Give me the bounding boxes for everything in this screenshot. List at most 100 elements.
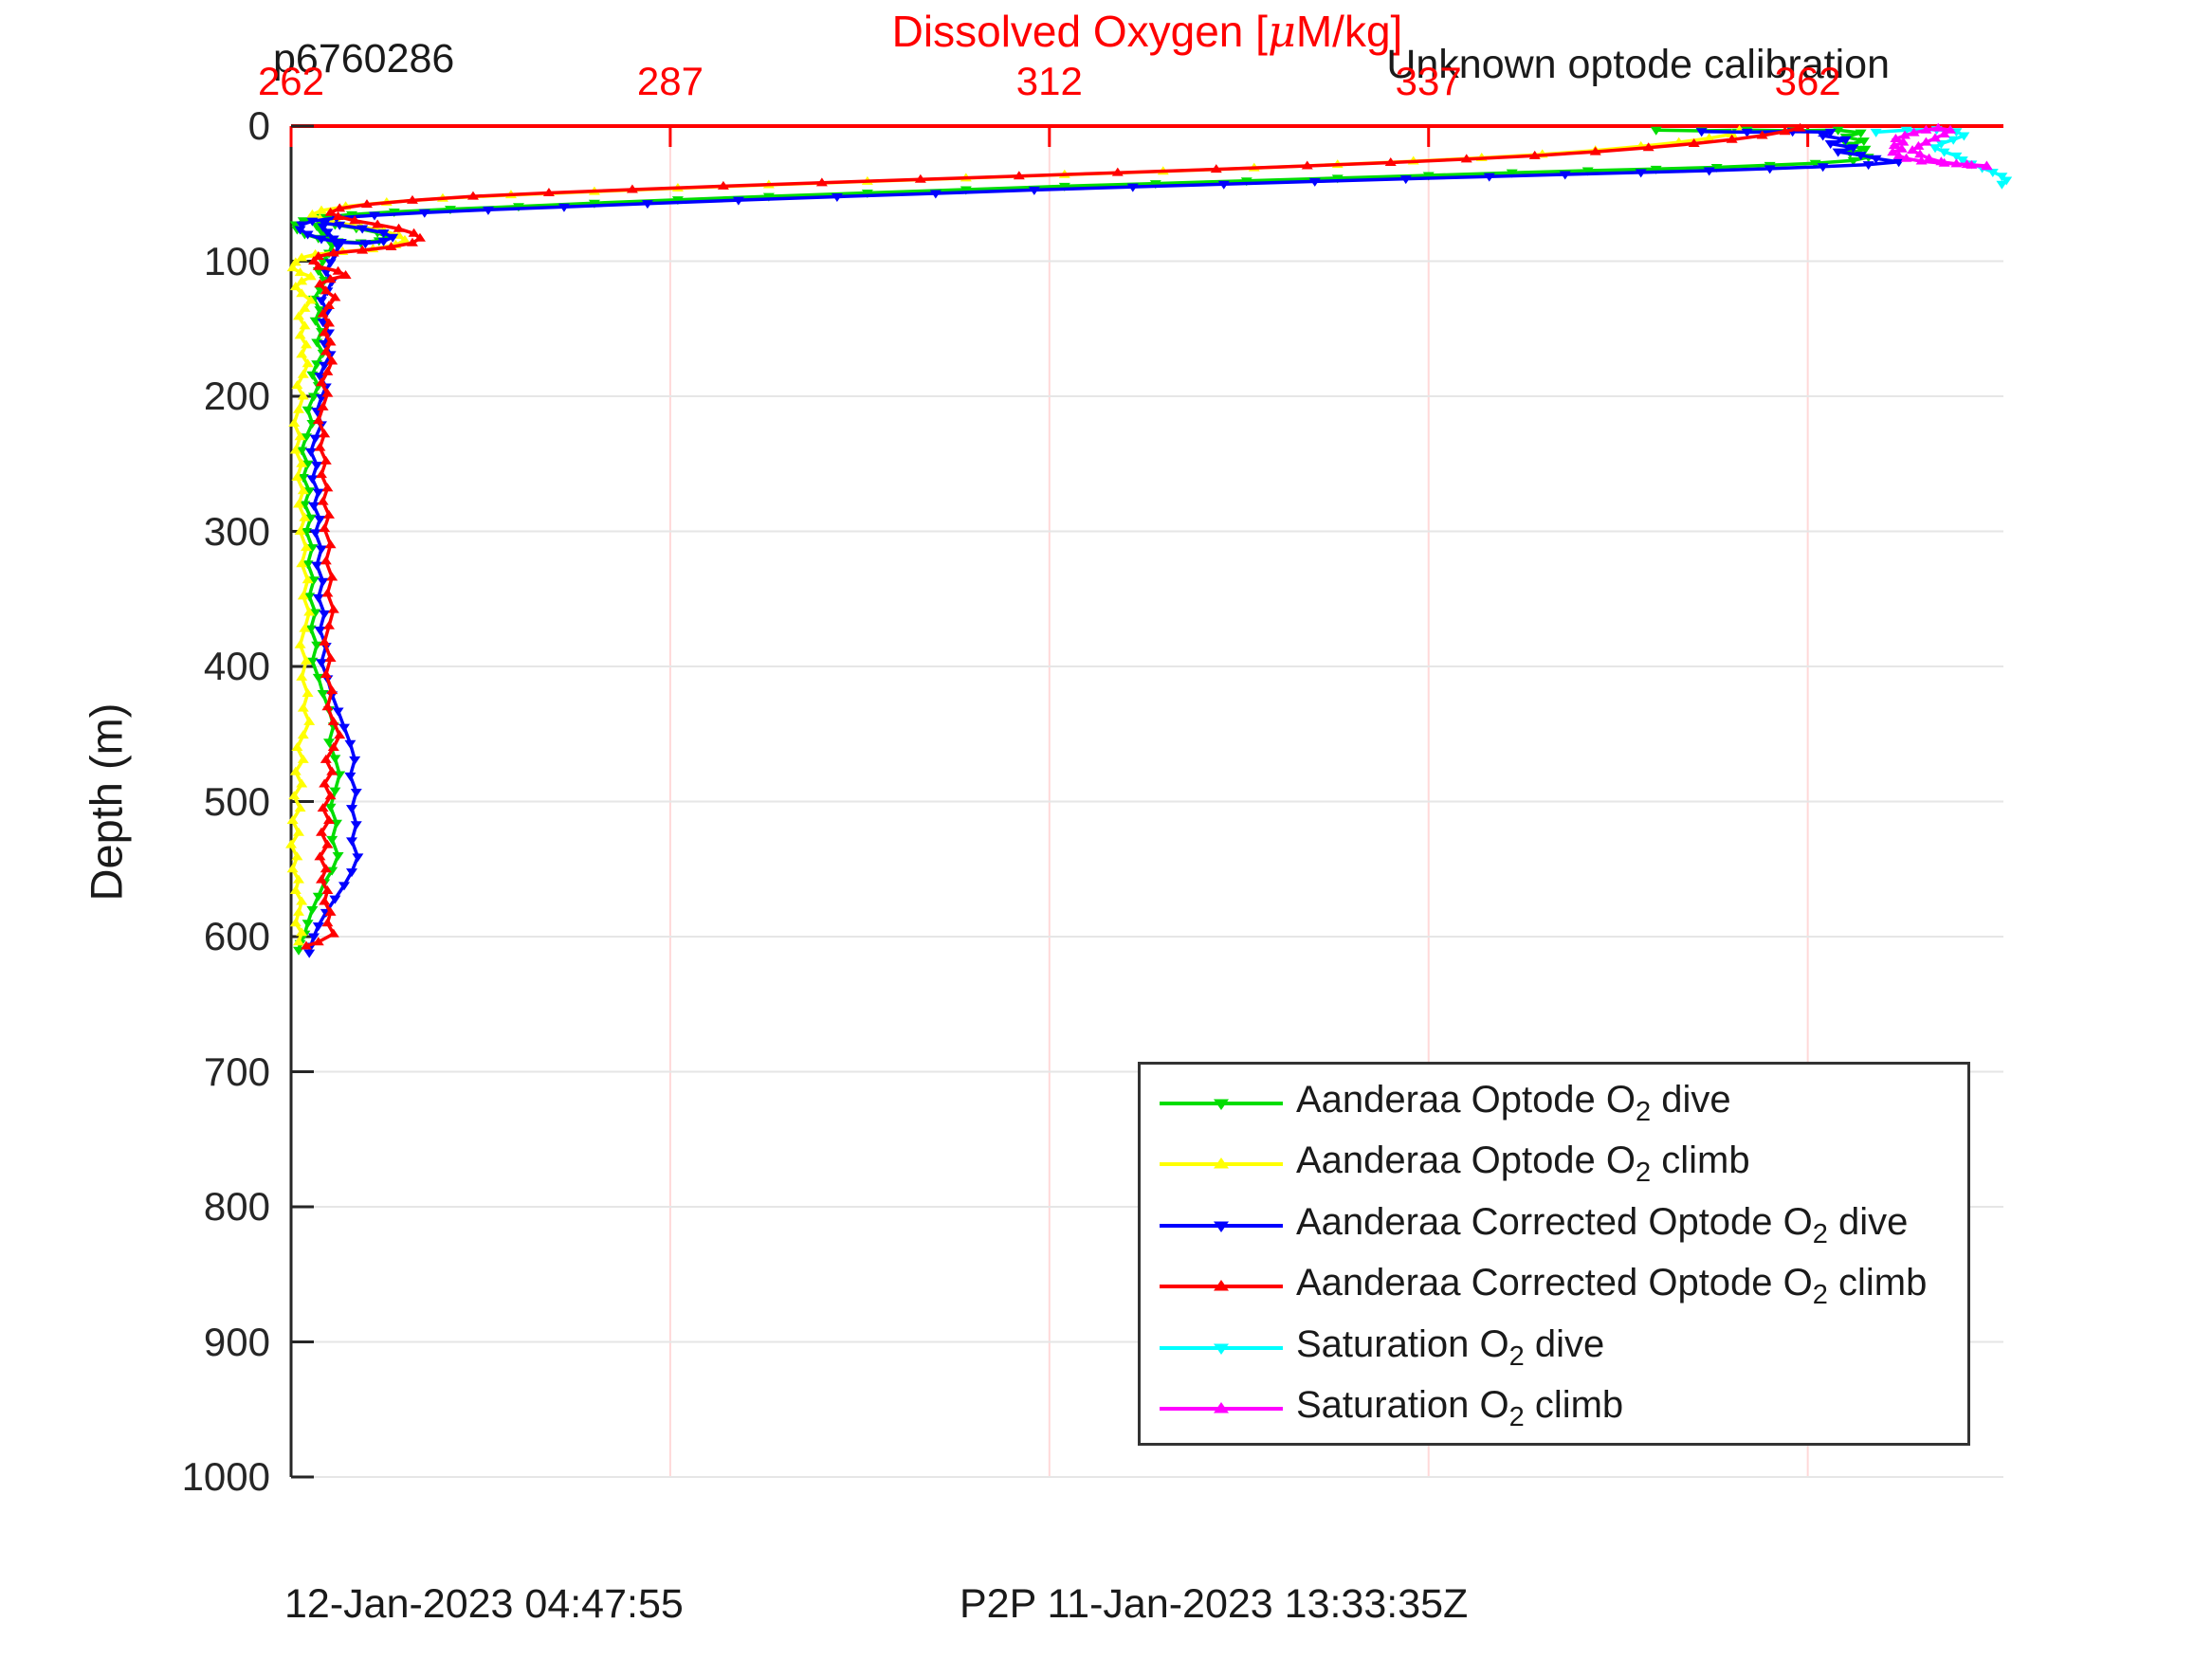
- aanderaa-optode-o2-climb-marker: [304, 295, 317, 304]
- aanderaa-corrected-optode-o2-dive-marker: [345, 805, 357, 814]
- aanderaa-corrected-optode-o2-dive-marker: [359, 240, 372, 249]
- aanderaa-optode-o2-climb-marker: [291, 472, 303, 481]
- aanderaa-corrected-optode-o2-dive-marker: [315, 545, 327, 555]
- legend-entry-aanderaa-optode-o2-climb: Aanderaa Optode O2 climb: [1141, 1139, 1750, 1188]
- aanderaa-corrected-optode-o2-dive-marker: [315, 659, 327, 668]
- aanderaa-optode-o2-climb-marker: [288, 791, 301, 800]
- aanderaa-corrected-optode-o2-dive-legend-marker: [1214, 1221, 1229, 1232]
- aanderaa-corrected-optode-o2-dive-marker: [1824, 128, 1837, 137]
- saturation-o2-climb-marker: [1938, 129, 1950, 138]
- aanderaa-corrected-optode-o2-climb-marker: [307, 256, 320, 264]
- aanderaa-optode-o2-dive-marker: [302, 406, 314, 415]
- aanderaa-optode-o2-climb-marker: [297, 730, 309, 739]
- aanderaa-corrected-optode-o2-dive-marker: [309, 434, 321, 444]
- aanderaa-corrected-optode-o2-climb-marker: [324, 906, 337, 916]
- aanderaa-corrected-optode-o2-dive-marker: [831, 193, 843, 203]
- aanderaa-optode-o2-climb-marker: [289, 885, 302, 895]
- aanderaa-corrected-optode-o2-dive-marker: [1839, 136, 1852, 145]
- aanderaa-optode-o2-climb-marker: [292, 874, 304, 884]
- aanderaa-corrected-optode-o2-climb-marker: [385, 242, 397, 251]
- aanderaa-optode-o2-climb-marker: [294, 267, 306, 277]
- aanderaa-optode-o2-climb-marker: [299, 302, 311, 312]
- aanderaa-corrected-optode-o2-dive-marker: [311, 561, 323, 571]
- aanderaa-corrected-optode-o2-climb-marker: [372, 219, 384, 228]
- saturation-o2-climb-marker: [1895, 143, 1908, 153]
- saturation-o2-climb-marker: [1899, 130, 1911, 139]
- aanderaa-optode-o2-climb-marker: [296, 349, 308, 358]
- y-tick-label: 600: [203, 914, 270, 958]
- chart-title: Dissolved Oxygen [μM/kg]: [291, 6, 2003, 57]
- saturation-o2-climb-marker: [1945, 124, 1957, 134]
- saturation-o2-dive-marker: [1870, 128, 1882, 137]
- saturation-o2-climb-marker: [1887, 147, 1899, 156]
- aanderaa-optode-o2-climb-marker: [292, 906, 304, 916]
- aanderaa-optode-o2-climb-marker: [297, 369, 309, 378]
- aanderaa-corrected-optode-o2-climb-marker: [1688, 138, 1700, 148]
- aanderaa-corrected-optode-o2-climb-marker: [393, 223, 405, 232]
- legend-entry-aanderaa-corrected-optode-o2-climb: Aanderaa Corrected Optode O2 climb: [1141, 1262, 1927, 1310]
- aanderaa-corrected-optode-o2-dive-marker: [321, 228, 334, 238]
- aanderaa-corrected-optode-o2-dive-marker: [306, 217, 319, 227]
- aanderaa-optode-o2-dive-marker: [1149, 180, 1161, 190]
- legend-label-aanderaa-corrected-optode-o2-climb: Aanderaa Corrected Optode O2 climb: [1296, 1262, 1928, 1311]
- saturation-o2-climb-marker: [1888, 140, 1900, 150]
- saturation-o2-dive-marker: [1929, 144, 1942, 154]
- aanderaa-corrected-optode-o2-dive-marker: [1817, 132, 1829, 141]
- aanderaa-optode-o2-dive-marker: [1240, 177, 1252, 187]
- aanderaa-optode-o2-climb-marker: [296, 276, 308, 285]
- aanderaa-corrected-optode-o2-climb-marker: [406, 237, 418, 246]
- aanderaa-optode-o2-dive-marker: [311, 641, 323, 650]
- aanderaa-corrected-optode-o2-climb-marker: [413, 232, 426, 242]
- aanderaa-optode-o2-climb-marker: [302, 574, 314, 584]
- aanderaa-corrected-optode-o2-dive-marker: [303, 949, 316, 958]
- saturation-o2-climb-marker: [1892, 150, 1905, 159]
- y-tick-label: 500: [203, 778, 270, 824]
- aanderaa-optode-o2-climb-marker: [1703, 133, 1715, 142]
- legend-label-aanderaa-optode-o2-dive: Aanderaa Optode O2 dive: [1296, 1079, 1731, 1127]
- aanderaa-corrected-optode-o2-climb-marker: [408, 228, 420, 237]
- aanderaa-optode-o2-climb-line: [288, 128, 1741, 943]
- aanderaa-corrected-optode-o2-climb-marker: [334, 730, 346, 739]
- aanderaa-corrected-optode-o2-climb-marker: [319, 636, 331, 646]
- aanderaa-corrected-optode-o2-dive-marker: [311, 462, 323, 471]
- aanderaa-optode-o2-climb-marker: [294, 431, 306, 441]
- aanderaa-corrected-optode-o2-climb-marker: [320, 455, 332, 465]
- aanderaa-optode-o2-dive-marker: [1857, 137, 1870, 147]
- aanderaa-corrected-optode-o2-climb-marker: [326, 356, 338, 365]
- x-tick-label: 362: [1774, 59, 1841, 103]
- aanderaa-optode-o2-climb-marker: [296, 252, 308, 262]
- aanderaa-corrected-optode-o2-dive-marker: [332, 707, 344, 717]
- aanderaa-optode-o2-dive-marker: [324, 803, 337, 812]
- aanderaa-corrected-optode-o2-dive-marker: [319, 610, 331, 619]
- aanderaa-optode-o2-climb-marker: [289, 282, 302, 291]
- aanderaa-corrected-optode-o2-climb-marker: [326, 685, 338, 695]
- saturation-o2-climb-marker: [1981, 161, 1993, 171]
- aanderaa-corrected-optode-o2-climb-marker: [319, 896, 331, 905]
- aanderaa-corrected-optode-o2-climb-marker: [332, 265, 344, 275]
- aanderaa-corrected-optode-o2-dive-marker: [1308, 177, 1321, 187]
- x-tick-label: 262: [257, 59, 325, 103]
- aanderaa-corrected-optode-o2-climb-marker: [626, 184, 638, 193]
- aanderaa-corrected-optode-o2-climb-marker: [324, 652, 337, 662]
- aanderaa-corrected-optode-o2-climb-marker: [319, 778, 331, 788]
- aanderaa-optode-o2-climb-marker: [302, 688, 314, 697]
- saturation-o2-dive-marker: [1938, 148, 1950, 157]
- aanderaa-corrected-optode-o2-climb-marker: [326, 766, 338, 775]
- legend-entry-aanderaa-optode-o2-dive: Aanderaa Optode O2 dive: [1141, 1079, 1731, 1127]
- aanderaa-corrected-optode-o2-climb-marker: [321, 388, 334, 397]
- aanderaa-corrected-optode-o2-climb-marker: [320, 754, 332, 763]
- aanderaa-corrected-optode-o2-climb-marker: [314, 442, 326, 451]
- aanderaa-corrected-optode-o2-dive-marker: [1126, 183, 1139, 192]
- aanderaa-corrected-optode-o2-climb-marker: [466, 191, 479, 200]
- aanderaa-corrected-optode-o2-dive-marker: [345, 868, 357, 878]
- aanderaa-corrected-optode-o2-climb-marker: [324, 274, 337, 283]
- aanderaa-optode-o2-climb-marker: [294, 803, 306, 812]
- aanderaa-optode-o2-dive-marker: [302, 560, 314, 570]
- profile-id-label: p6760286: [273, 36, 455, 82]
- aanderaa-corrected-optode-o2-climb-marker: [321, 702, 334, 711]
- aanderaa-corrected-optode-o2-climb-marker: [315, 827, 327, 836]
- aanderaa-corrected-optode-o2-dive-marker: [1559, 171, 1571, 180]
- legend-entry-saturation-o2-climb: Saturation O2 climb: [1141, 1384, 1623, 1432]
- y-tick-label: 900: [203, 1319, 270, 1364]
